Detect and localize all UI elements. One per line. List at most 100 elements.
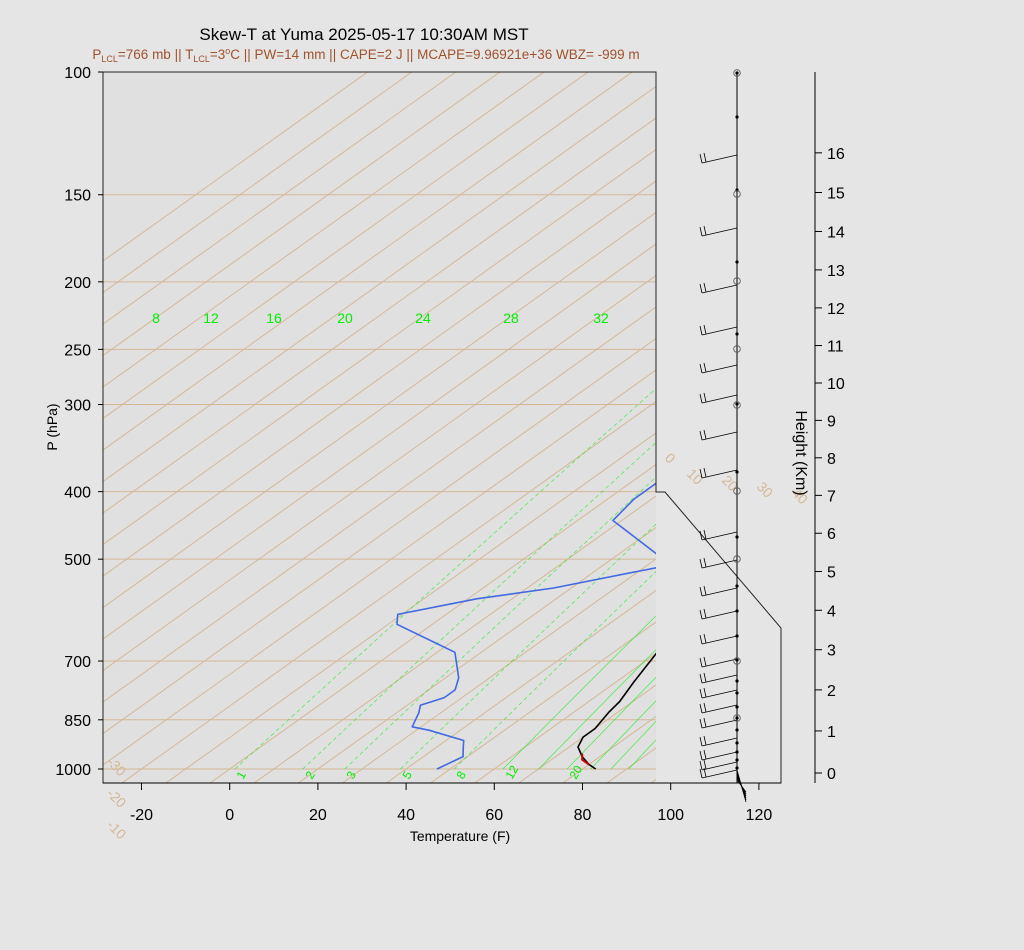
wind-barb-flag <box>703 225 707 236</box>
x-tick-label: 20 <box>309 807 327 824</box>
wind-barb-flag <box>699 153 703 164</box>
isotherm-line <box>1003 56 1024 783</box>
mixing-ratio-top-label: 20 <box>337 310 353 326</box>
isotherm-line <box>650 778 656 783</box>
height-tick-label: 3 <box>827 643 836 660</box>
pressure-tick-label: 500 <box>64 552 91 569</box>
height-tick-label: 0 <box>827 766 836 783</box>
wind-barb-staff <box>701 658 738 668</box>
height-axis-label: Height (Km) <box>792 410 809 495</box>
wind-barb-staff <box>701 751 738 761</box>
wind-barb-flag <box>703 324 707 335</box>
wind-barb-flag <box>699 393 703 404</box>
wind-barb-staff <box>701 610 738 620</box>
dewpoint-profile <box>396 482 656 770</box>
isotherm-line <box>103 72 589 420</box>
isotherm-line <box>915 56 1024 783</box>
height-tick-label: 11 <box>827 339 844 356</box>
wind-barb-flag <box>703 717 707 728</box>
wind-barb-flag <box>703 467 707 478</box>
height-tick-label: 13 <box>827 263 845 280</box>
isotherm-label-text: -10 <box>104 817 130 843</box>
isotherm-label: 30 <box>754 478 776 500</box>
pressure-tick-label: 150 <box>64 188 91 205</box>
wind-barb-flag <box>699 430 703 441</box>
mixing-ratio-top-label: 16 <box>266 310 282 326</box>
wind-barb-flag <box>699 750 703 761</box>
wind-barb-staff <box>701 737 738 747</box>
isotherm-line <box>103 72 501 357</box>
wind-level-dot <box>735 260 739 264</box>
mixing-ratio-top-label: 12 <box>203 310 219 326</box>
pressure-tick-label: 1000 <box>55 762 91 779</box>
calm-wind-circle <box>733 714 741 722</box>
x-tick-label: 60 <box>485 807 503 824</box>
isotherm-line <box>826 56 1024 783</box>
wind-level-dot <box>735 658 739 662</box>
wind-barb-flag <box>699 634 703 645</box>
wind-level-dot <box>735 716 739 720</box>
height-tick-label: 8 <box>827 451 836 468</box>
calm-wind-circle <box>733 487 741 495</box>
wind-barb-staff <box>701 635 738 645</box>
wind-level-dot <box>735 766 739 770</box>
isotherm-label-text: 20 <box>719 472 741 494</box>
sounding-profiles <box>396 482 656 770</box>
pressure-tick-label: 100 <box>64 65 91 82</box>
wind-barb-flag <box>699 468 703 479</box>
isotherm-line <box>103 306 656 703</box>
isotherm-line <box>103 148 656 546</box>
height-tick-label: 7 <box>827 488 836 505</box>
isotherm-line <box>103 72 545 388</box>
height-tick-label: 10 <box>827 376 845 393</box>
isotherm-line <box>103 274 656 672</box>
height-tick-label: 1 <box>827 724 836 741</box>
plot-area <box>103 72 656 783</box>
pressure-tick-label: 700 <box>64 654 91 671</box>
mixing-ratio-line <box>454 570 656 770</box>
wind-barb-flag <box>703 608 707 619</box>
height-tick-label: 14 <box>827 224 845 241</box>
isotherm-label-text: 10 <box>684 465 706 487</box>
mixing-ratio-top-label: 8 <box>152 310 160 326</box>
isotherm-line <box>209 463 656 783</box>
wind-barb-column <box>699 69 747 803</box>
wind-level-dot <box>735 71 739 75</box>
wind-barb-flag <box>699 586 703 597</box>
isotherm-label: 20 <box>719 472 741 494</box>
mixing-ratio-line <box>610 720 656 770</box>
wind-barb-flag <box>699 325 703 336</box>
isotherm-line <box>103 85 656 483</box>
wind-barb-flag <box>703 362 707 373</box>
temperature-axis: -20 0 20 40 60 80 100 120 <box>103 782 781 824</box>
wind-barb-flag <box>699 688 703 699</box>
wind-barb-staff <box>701 587 738 597</box>
wind-barb-flag <box>703 152 707 163</box>
isotherm-line <box>103 117 656 514</box>
pressure-tick-label: 850 <box>64 713 91 730</box>
wind-barb-flag <box>699 703 703 714</box>
isotherm-line <box>385 589 656 783</box>
wind-barb-staff <box>701 761 738 771</box>
x-tick-label: -20 <box>130 807 153 824</box>
height-tick-label: 6 <box>827 526 836 543</box>
wind-barb-staff <box>701 431 738 441</box>
height-tick-label: 2 <box>827 683 836 700</box>
isotherm-line <box>103 72 634 451</box>
wind-level-dot <box>735 609 739 613</box>
wind-level-dot <box>735 584 739 588</box>
pressure-tick-label: 200 <box>64 275 91 292</box>
wind-barb-staff <box>701 704 738 714</box>
isotherm-line <box>103 72 369 262</box>
wind-level-dot <box>735 535 739 539</box>
isotherm-label: 0 <box>662 450 679 467</box>
wind-level-dot <box>735 705 739 709</box>
wind-barb-flag <box>699 283 703 294</box>
mixing-ratio-line <box>344 476 656 770</box>
wind-level-dot <box>735 679 739 683</box>
x-tick-label: 40 <box>397 807 415 824</box>
isotherm-line <box>959 56 1024 783</box>
wind-barb-staff <box>701 719 738 729</box>
